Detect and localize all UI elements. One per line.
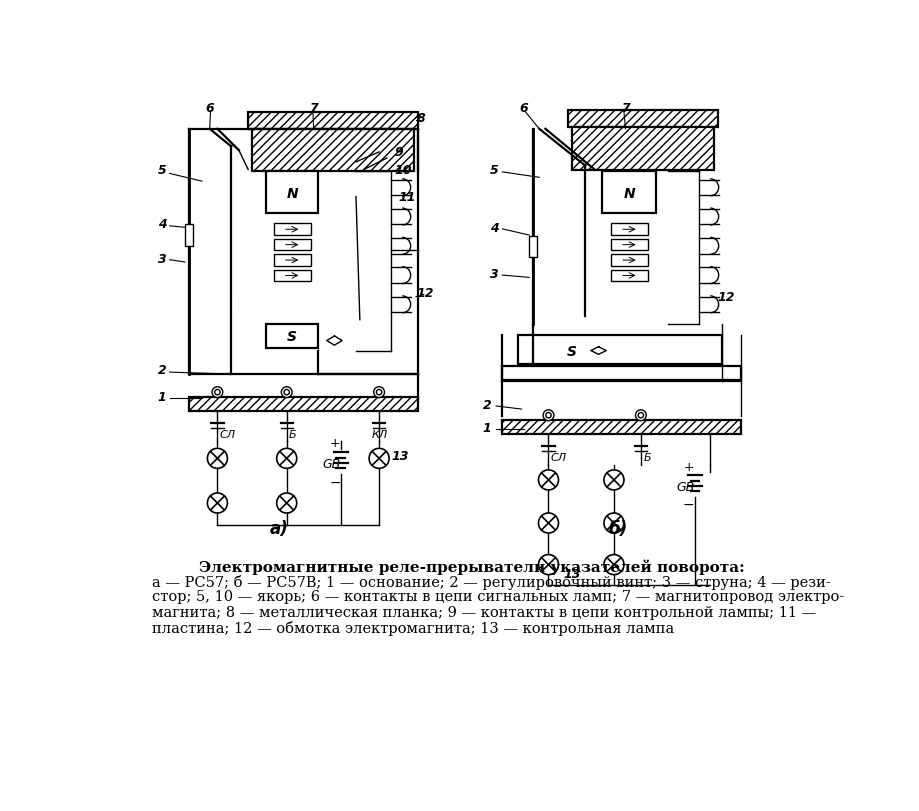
Circle shape (207, 448, 227, 469)
Circle shape (603, 513, 623, 534)
Text: 12: 12 (416, 287, 434, 300)
Text: 5: 5 (157, 164, 166, 177)
Text: 13: 13 (391, 449, 408, 462)
Bar (273, 224, 311, 236)
Text: 1: 1 (157, 391, 166, 404)
Bar (610, 224, 647, 236)
Text: 13: 13 (563, 568, 581, 581)
Text: +: + (683, 460, 693, 473)
Text: S: S (287, 329, 297, 344)
Circle shape (603, 470, 623, 491)
Text: а — РС57; б — РС57В; 1 — основание; 2 — регулировочный винт; 3 — струна; 4 — рез: а — РС57; б — РС57В; 1 — основание; 2 — … (152, 574, 830, 589)
Bar (528, 237, 537, 258)
Circle shape (542, 410, 553, 421)
Text: N: N (286, 187, 298, 200)
Circle shape (373, 387, 384, 398)
Text: 1: 1 (482, 422, 491, 435)
Circle shape (538, 555, 558, 575)
Circle shape (277, 493, 297, 513)
Text: пластина; 12 — обмотка электромагнита; 13 — контрольная лампа: пластина; 12 — обмотка электромагнита; 1… (152, 620, 674, 635)
Bar (266, 172, 318, 214)
Circle shape (211, 387, 222, 398)
Bar (602, 172, 655, 214)
Text: 12: 12 (717, 291, 734, 304)
Text: 10: 10 (394, 164, 412, 177)
Text: стор; 5, 10 — якорь; 6 — контакты в цепи сигнальных ламп; 7 — магнитопровод элек: стор; 5, 10 — якорь; 6 — контакты в цепи… (152, 590, 844, 603)
Bar (610, 270, 647, 282)
Text: магнита; 8 — металлическая планка; 9 — контакты в цепи контрольной лампы; 11 —: магнита; 8 — металлическая планка; 9 — к… (152, 605, 815, 619)
Bar (571, 128, 713, 170)
Text: 8: 8 (416, 113, 425, 126)
Bar (567, 111, 717, 128)
Text: КЛ: КЛ (371, 429, 387, 440)
Bar (188, 397, 417, 411)
Text: 6: 6 (205, 101, 214, 114)
Text: +: + (330, 437, 340, 450)
Circle shape (603, 555, 623, 575)
Circle shape (538, 513, 558, 534)
Text: 2: 2 (482, 398, 491, 411)
Text: 5: 5 (490, 164, 498, 177)
Bar (502, 420, 740, 434)
Bar (273, 239, 311, 251)
Text: GB: GB (675, 481, 694, 494)
Bar (273, 255, 311, 267)
Text: б): б) (607, 519, 627, 537)
Text: GB: GB (322, 457, 340, 470)
Circle shape (277, 448, 297, 469)
Text: 11: 11 (398, 191, 415, 204)
Bar (252, 130, 414, 172)
Text: а): а) (269, 519, 289, 537)
Bar (610, 255, 647, 267)
Text: 4: 4 (157, 217, 166, 230)
Text: −: − (682, 497, 694, 511)
Circle shape (369, 448, 389, 469)
Text: 3: 3 (157, 252, 166, 265)
Text: 6: 6 (519, 101, 528, 114)
Text: СЛ: СЛ (220, 429, 235, 440)
Text: 2: 2 (157, 364, 166, 377)
Text: S: S (566, 344, 576, 358)
Bar (273, 270, 311, 282)
Text: 9: 9 (394, 146, 403, 159)
Text: Б: Б (642, 453, 650, 462)
Text: Б: Б (289, 429, 296, 440)
Text: 4: 4 (490, 221, 498, 234)
Text: 7: 7 (620, 101, 630, 114)
Text: Электромагнитные реле-прерыватели указателей поворота:: Электромагнитные реле-прерыватели указат… (199, 559, 743, 574)
Text: 3: 3 (490, 268, 498, 281)
Circle shape (281, 387, 291, 398)
Bar (610, 239, 647, 251)
Circle shape (635, 410, 645, 421)
Circle shape (207, 493, 227, 513)
Text: −: − (329, 475, 341, 489)
Bar (185, 225, 193, 247)
Bar (266, 324, 318, 349)
Circle shape (538, 470, 558, 491)
Text: N: N (623, 187, 634, 200)
Bar (248, 113, 417, 130)
Bar (502, 367, 740, 380)
Text: СЛ: СЛ (550, 453, 566, 462)
Bar (517, 336, 721, 365)
Text: 7: 7 (309, 101, 318, 114)
